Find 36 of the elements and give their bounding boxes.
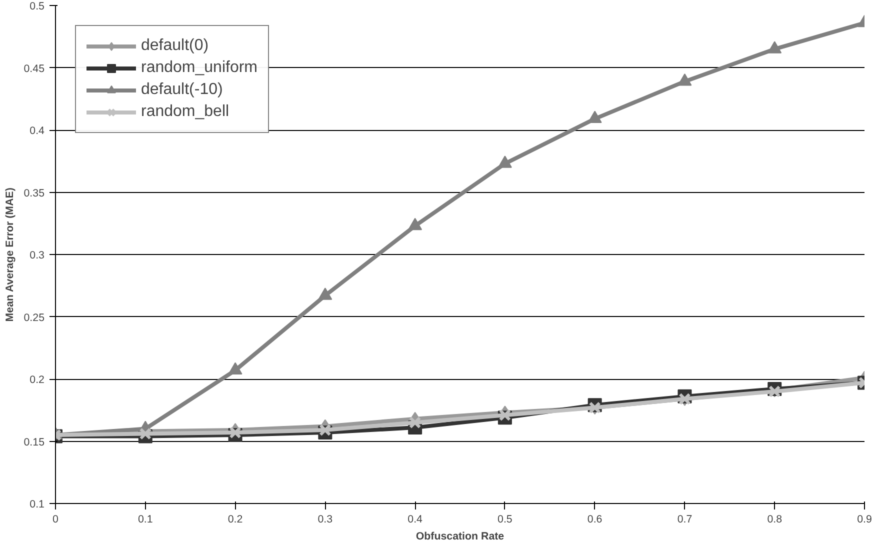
x-tick-label: 0.2 [228,514,243,526]
x-tick-label: 0.5 [498,514,512,526]
point [678,73,692,86]
point [318,288,332,300]
point [229,426,242,439]
x-tick-label: 0.7 [677,514,692,526]
legend-label: default(-10) [141,81,223,99]
point [139,428,152,440]
x-tick-label: 0.3 [318,514,333,526]
y-tick-label: 0.45 [24,62,45,75]
y-tick-label: 0.5 [30,0,45,12]
point [588,110,602,124]
point [408,416,422,429]
legend-label: random_uniform [141,59,258,77]
y-axis-title: Mean Average Error (MAE) [4,187,16,322]
point [408,218,422,230]
y-tick-label: 0.25 [24,312,45,324]
point [498,156,512,168]
x-tick-label: 0.9 [857,514,872,526]
x-tick-label: 0.8 [767,514,782,526]
legend-label: random_bell [141,103,230,121]
y-tick-label: 0.35 [24,187,45,200]
x-tick-label: 0.1 [138,514,153,526]
y-tick-label: 0.15 [24,436,45,448]
y-tick-label: 0.2 [30,374,45,386]
legend-label: default(0) [141,37,209,55]
x-tick-label: 0.4 [408,514,423,526]
point [319,424,332,436]
point [498,409,512,422]
y-tick-label: 0.3 [30,250,45,262]
y-tick-label: 0.4 [30,125,45,137]
x-tick-label: 0 [52,514,59,526]
y-tick-label: 0.1 [30,498,45,510]
x-axis-title: Obfuscation Rate [416,530,504,542]
point [768,41,782,54]
x-tick-label: 0.6 [587,514,602,526]
